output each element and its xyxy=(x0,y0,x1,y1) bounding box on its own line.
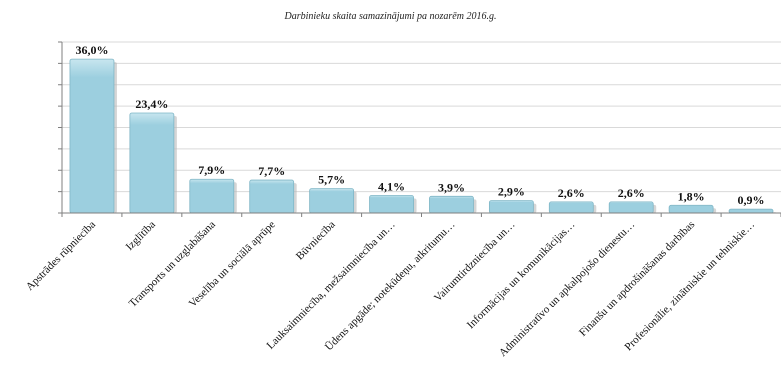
data-label: 36,0% xyxy=(75,43,108,57)
bar xyxy=(548,201,594,214)
data-label: 3,9% xyxy=(438,180,465,194)
data-label: 7,9% xyxy=(198,163,225,177)
data-label: 2,6% xyxy=(618,186,645,200)
bar xyxy=(488,200,534,214)
x-tick-label: Izglītība xyxy=(124,219,158,253)
data-label: 1,8% xyxy=(678,189,705,203)
x-tick-label: Administratīvo un apkalpojošo dienestu… xyxy=(497,219,637,359)
x-tick-label: Apstrādes rūpniecība xyxy=(24,219,98,293)
data-label: 5,7% xyxy=(318,173,345,187)
bar xyxy=(189,178,235,214)
bar xyxy=(429,195,474,214)
bar xyxy=(668,204,714,214)
bar xyxy=(249,179,295,214)
bar xyxy=(309,188,355,214)
bar xyxy=(369,195,414,214)
data-label: 2,9% xyxy=(498,185,525,199)
chart-title: Darbinieku skaita samazinājumi pa nozarē… xyxy=(284,11,497,22)
x-tick-label: Finanšu un apdrošināšanas darbības xyxy=(577,219,697,339)
data-label: 2,6% xyxy=(558,186,585,200)
data-label: 7,7% xyxy=(258,164,285,178)
data-label: 4,1% xyxy=(378,179,405,193)
bar xyxy=(728,208,774,214)
x-tick-label: Profesionālie, zinātniskie un tehniskie… xyxy=(623,219,758,354)
x-tick-label: Būvniecība xyxy=(294,219,338,263)
data-label: 0,9% xyxy=(738,193,765,207)
bar xyxy=(69,58,115,214)
data-label: 23,4% xyxy=(135,97,168,111)
bar xyxy=(129,112,175,214)
bar xyxy=(608,201,654,214)
x-tick-label: Informācijas un komunikācijas… xyxy=(465,219,578,332)
x-tick-label: Ūdens apgāde; notekūdeņu, atkritumu… xyxy=(323,219,458,354)
x-tick-label: Lauksaimniecība, mežsaimniecība un… xyxy=(265,219,398,352)
